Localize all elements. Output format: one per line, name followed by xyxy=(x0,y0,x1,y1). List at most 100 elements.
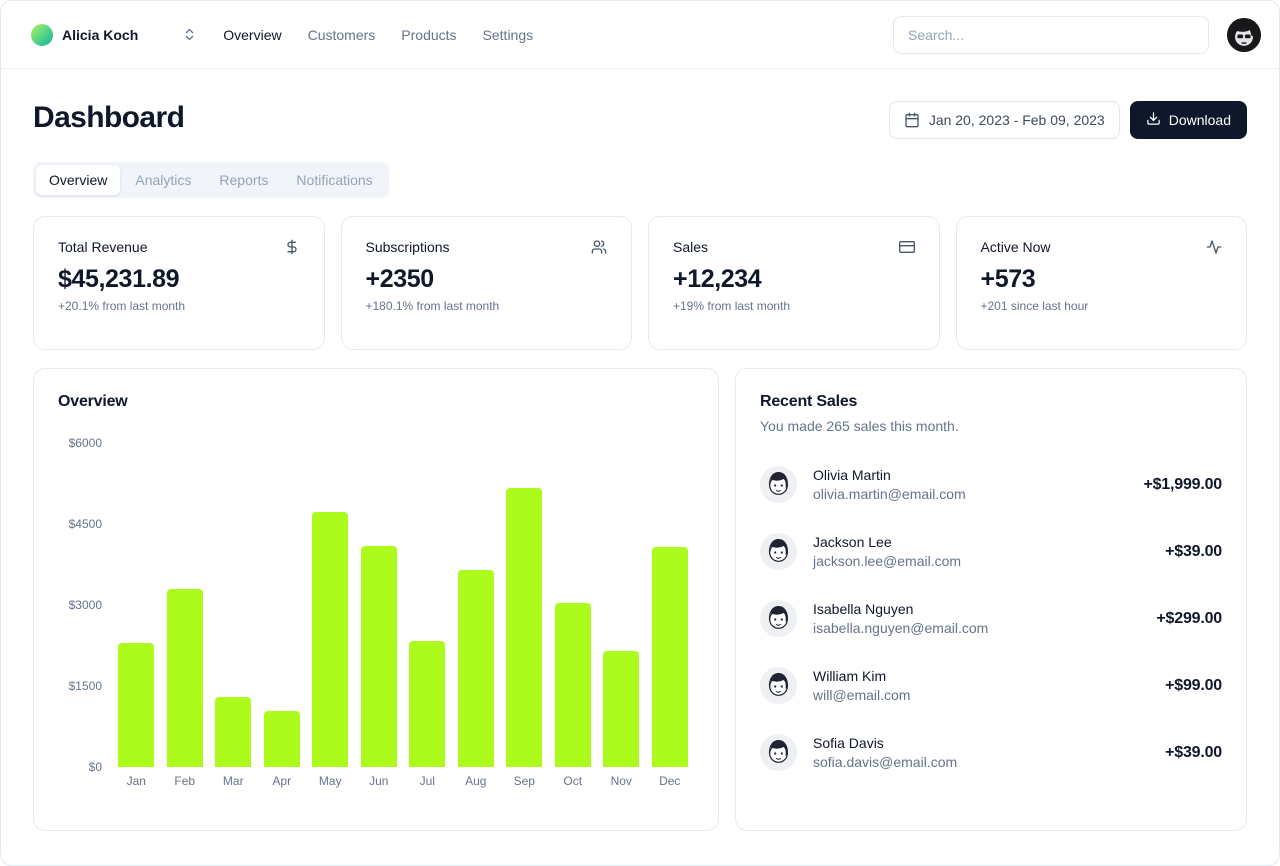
bar-may xyxy=(312,511,349,767)
user-face-icon xyxy=(1227,17,1261,52)
bottom-row: Overview $6000 $4500 $3000 $1500 $0 Jan Feb Ma… xyxy=(33,368,1247,831)
sale-row: Isabella Nguyen isabella.nguyen@email.com… xyxy=(760,600,1222,637)
customer-name: William Kim xyxy=(813,668,887,684)
dollar-icon xyxy=(284,239,300,255)
head-actions: Jan 20, 2023 - Feb 09, 2023 Download xyxy=(888,101,1247,139)
sales-list: Olivia Martin olivia.martin@email.com +$1,… xyxy=(760,466,1222,771)
stat-title: Total Revenue xyxy=(58,239,148,255)
chart-x-axis: Jan Feb Mar Apr May Jun Jul Aug Sep Oct Nov Dec xyxy=(112,774,694,788)
stats-row: Total Revenue $45,231.89 +20.1% from last … xyxy=(33,216,1247,350)
chevrons-up-down-icon[interactable] xyxy=(182,27,197,42)
x-tick-label: Nov xyxy=(610,774,632,788)
bar-feb xyxy=(166,588,203,767)
activity-icon xyxy=(1206,239,1222,255)
stat-value: +12,234 xyxy=(673,265,762,293)
stat-card-subscriptions: Subscriptions +2350 +180.1% from last mont… xyxy=(340,216,632,350)
header-right xyxy=(893,15,1261,54)
y-tick-label: $6000 xyxy=(68,436,102,450)
customer-email: jackson.lee@email.com xyxy=(813,553,962,569)
y-tick-label: $1500 xyxy=(68,679,102,693)
download-button[interactable]: Download xyxy=(1129,101,1247,139)
download-icon xyxy=(1146,111,1161,129)
sale-amount: +$1,999.00 xyxy=(1143,475,1222,493)
bar-aug xyxy=(457,569,494,767)
stat-title: Subscriptions xyxy=(365,239,450,255)
bar-jun xyxy=(360,545,397,767)
user-menu-avatar[interactable] xyxy=(1227,17,1261,52)
y-tick-label: $0 xyxy=(88,760,102,774)
bar-apr xyxy=(263,711,300,767)
stat-value: $45,231.89 xyxy=(58,265,180,293)
date-range-label: Jan 20, 2023 - Feb 09, 2023 xyxy=(928,112,1105,128)
x-tick-label: Apr xyxy=(272,774,292,788)
stat-value: +573 xyxy=(980,265,1036,293)
team-avatar xyxy=(31,23,53,46)
page-head: Dashboard Jan 20, 2023 - Feb 09, 2023 Do… xyxy=(33,101,1247,139)
date-range-picker[interactable]: Jan 20, 2023 - Feb 09, 2023 xyxy=(888,101,1120,139)
sale-row: Olivia Martin olivia.martin@email.com +$1,… xyxy=(760,466,1222,503)
x-tick-label: Mar xyxy=(222,774,244,788)
nav-link-overview[interactable]: Overview xyxy=(223,26,282,43)
recent-sales-card: Recent Sales You made 265 sales this mon… xyxy=(735,368,1247,831)
x-tick-label: Feb xyxy=(174,774,196,788)
sale-amount: +$299.00 xyxy=(1156,609,1222,627)
x-tick-label: May xyxy=(318,774,342,788)
calendar-icon xyxy=(904,112,920,128)
stat-card-total-revenue: Total Revenue $45,231.89 +20.1% from last … xyxy=(33,216,325,350)
recent-sales-subtitle: You made 265 sales this month. xyxy=(760,418,959,434)
sale-amount: +$39.00 xyxy=(1165,542,1222,560)
tab-notifications[interactable]: Notifications xyxy=(296,172,373,188)
customer-email: will@email.com xyxy=(813,687,911,703)
customer-name: Isabella Nguyen xyxy=(813,601,914,617)
customer-avatar xyxy=(760,533,797,570)
x-tick-label: Oct xyxy=(563,774,583,788)
x-tick-label: Jan xyxy=(126,774,146,788)
bar-dec xyxy=(651,546,688,767)
nav-link-customers[interactable]: Customers xyxy=(307,26,376,43)
sale-row: William Kim will@email.com +$99.00 xyxy=(760,667,1222,704)
stat-card-active-now: Active Now +573 +201 since last hour xyxy=(955,216,1247,350)
bar-chart: $6000 $4500 $3000 $1500 $0 Jan Feb Mar Apr May Ju… xyxy=(58,436,694,788)
tab-analytics[interactable]: Analytics xyxy=(135,172,192,188)
x-tick-label: Aug xyxy=(465,774,487,788)
chart-y-axis: $6000 $4500 $3000 $1500 $0 xyxy=(58,436,102,774)
team-switcher[interactable]: Alicia Koch xyxy=(29,18,146,52)
stat-title: Active Now xyxy=(980,239,1051,255)
stat-value: +2350 xyxy=(365,265,435,293)
x-tick-label: Dec xyxy=(659,774,681,788)
nav-link-products[interactable]: Products xyxy=(401,26,457,43)
main-content: Dashboard Jan 20, 2023 - Feb 09, 2023 Do… xyxy=(1,69,1279,831)
bar-sep xyxy=(506,488,543,767)
sale-amount: +$39.00 xyxy=(1165,743,1222,761)
main-nav: Overview Customers Products Settings xyxy=(223,27,533,43)
nav-link-settings[interactable]: Settings xyxy=(482,26,534,43)
customer-avatar xyxy=(760,667,797,704)
customer-name: Jackson Lee xyxy=(813,534,892,550)
sale-amount: +$99.00 xyxy=(1165,676,1222,694)
bar-oct xyxy=(554,602,591,767)
sale-row: Jackson Lee jackson.lee@email.com +$39.00 xyxy=(760,533,1222,570)
recent-sales-title: Recent Sales xyxy=(760,393,858,410)
customer-email: isabella.nguyen@email.com xyxy=(813,620,989,636)
stat-change: +180.1% from last month xyxy=(365,299,500,313)
x-tick-label: Jul xyxy=(419,774,435,788)
customer-avatar xyxy=(760,466,797,503)
customer-avatar xyxy=(760,734,797,771)
chart-title: Overview xyxy=(58,393,128,410)
customer-email: olivia.martin@email.com xyxy=(813,486,966,502)
dashboard-tabs: Overview Analytics Reports Notifications xyxy=(33,162,389,198)
stat-card-sales: Sales +12,234 +19% from last month xyxy=(648,216,940,350)
stat-title: Sales xyxy=(673,239,709,255)
bar-jul xyxy=(409,641,446,767)
customer-avatar xyxy=(760,600,797,637)
search-input[interactable] xyxy=(893,15,1209,54)
sale-row: Sofia Davis sofia.davis@email.com +$39.00 xyxy=(760,734,1222,771)
app-header: Alicia Koch Overview Customers Products Set… xyxy=(1,1,1279,69)
customer-email: sofia.davis@email.com xyxy=(813,754,958,770)
stat-change: +19% from last month xyxy=(673,299,791,313)
download-label: Download xyxy=(1168,112,1231,128)
tab-overview[interactable]: Overview xyxy=(36,165,121,195)
bar-mar xyxy=(215,697,252,767)
tab-reports[interactable]: Reports xyxy=(219,172,269,188)
